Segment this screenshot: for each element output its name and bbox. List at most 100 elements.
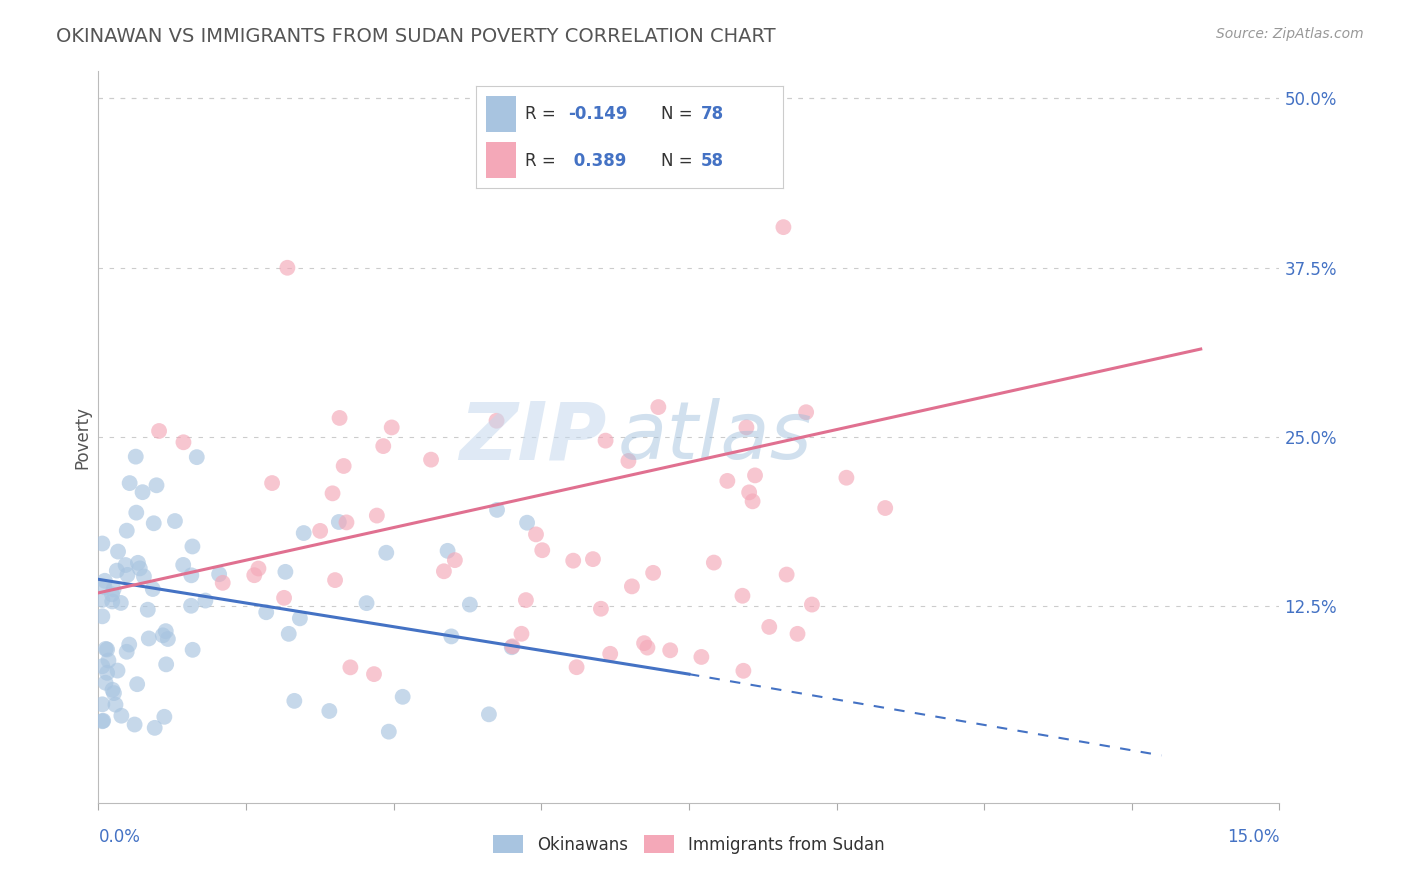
Point bbox=[329, 411, 352, 425]
Point bbox=[323, 573, 346, 587]
Point bbox=[391, 690, 413, 704]
Point bbox=[633, 636, 655, 650]
Point bbox=[595, 434, 617, 448]
Point bbox=[94, 675, 117, 690]
Point bbox=[127, 556, 149, 570]
Point bbox=[254, 605, 277, 619]
Point bbox=[486, 503, 509, 517]
Point bbox=[733, 664, 755, 678]
Point bbox=[716, 474, 738, 488]
Legend: Okinawans, Immigrants from Sudan: Okinawans, Immigrants from Sudan bbox=[486, 829, 891, 860]
Point bbox=[373, 439, 395, 453]
Text: atlas: atlas bbox=[619, 398, 813, 476]
Point bbox=[420, 452, 443, 467]
Point bbox=[643, 566, 665, 580]
Point bbox=[155, 657, 177, 672]
Point bbox=[247, 561, 270, 575]
Point bbox=[172, 558, 194, 572]
Point bbox=[524, 527, 547, 541]
Point bbox=[339, 660, 361, 674]
Point bbox=[136, 603, 159, 617]
Point bbox=[276, 260, 298, 275]
Point bbox=[292, 526, 315, 541]
Point bbox=[103, 582, 125, 597]
Point bbox=[378, 724, 401, 739]
Point bbox=[138, 632, 160, 646]
Point bbox=[93, 580, 115, 594]
Point bbox=[97, 653, 120, 667]
Point bbox=[118, 476, 141, 491]
Point bbox=[772, 220, 794, 235]
Point bbox=[114, 558, 136, 572]
Point bbox=[91, 536, 114, 550]
Point bbox=[565, 660, 588, 674]
Point bbox=[356, 596, 378, 610]
Point bbox=[309, 524, 332, 538]
Point bbox=[274, 565, 297, 579]
Point bbox=[589, 601, 612, 615]
Point bbox=[800, 598, 823, 612]
Point bbox=[107, 544, 129, 558]
Point bbox=[478, 707, 501, 722]
Point bbox=[110, 596, 132, 610]
Point bbox=[775, 567, 797, 582]
Point bbox=[485, 414, 508, 428]
Point bbox=[194, 593, 217, 607]
Point bbox=[366, 508, 388, 523]
Point bbox=[659, 643, 682, 657]
Point bbox=[91, 593, 114, 607]
Point bbox=[620, 579, 643, 593]
Point bbox=[636, 640, 658, 655]
Point bbox=[738, 485, 761, 500]
Point bbox=[180, 568, 202, 582]
Point bbox=[582, 552, 605, 566]
Point bbox=[94, 574, 117, 588]
Point bbox=[444, 553, 467, 567]
Point bbox=[288, 611, 311, 625]
Point bbox=[117, 567, 139, 582]
Point bbox=[104, 698, 127, 712]
Point bbox=[127, 677, 149, 691]
Point bbox=[363, 667, 385, 681]
Point bbox=[153, 710, 176, 724]
Point bbox=[794, 405, 817, 419]
Point bbox=[132, 569, 155, 583]
Point bbox=[562, 554, 585, 568]
Point bbox=[501, 640, 523, 655]
Point bbox=[152, 628, 174, 642]
Point bbox=[436, 544, 458, 558]
Text: 15.0%: 15.0% bbox=[1227, 828, 1279, 846]
Point bbox=[91, 698, 114, 712]
Point bbox=[143, 721, 166, 735]
Point bbox=[105, 564, 128, 578]
Point bbox=[875, 501, 897, 516]
Text: Source: ZipAtlas.com: Source: ZipAtlas.com bbox=[1216, 27, 1364, 41]
Point bbox=[103, 686, 125, 700]
Point bbox=[277, 627, 299, 641]
Point bbox=[124, 717, 146, 731]
Y-axis label: Poverty: Poverty bbox=[73, 406, 91, 468]
Point bbox=[101, 682, 124, 697]
Point bbox=[142, 516, 165, 531]
Point bbox=[458, 598, 481, 612]
Point bbox=[510, 627, 533, 641]
Point bbox=[91, 714, 114, 728]
Point bbox=[531, 543, 554, 558]
Text: ZIP: ZIP bbox=[458, 398, 606, 476]
Point bbox=[96, 665, 118, 680]
Point bbox=[262, 476, 284, 491]
Point bbox=[741, 494, 763, 508]
Point bbox=[172, 435, 194, 450]
Point bbox=[599, 647, 621, 661]
Point bbox=[731, 589, 754, 603]
Point bbox=[283, 694, 305, 708]
Point bbox=[96, 642, 118, 657]
Point bbox=[155, 624, 177, 639]
Point bbox=[744, 468, 766, 483]
Point bbox=[118, 638, 141, 652]
Point bbox=[273, 591, 295, 605]
Point bbox=[131, 485, 153, 500]
Point bbox=[128, 561, 150, 575]
Point bbox=[94, 641, 117, 656]
Point bbox=[110, 708, 132, 723]
